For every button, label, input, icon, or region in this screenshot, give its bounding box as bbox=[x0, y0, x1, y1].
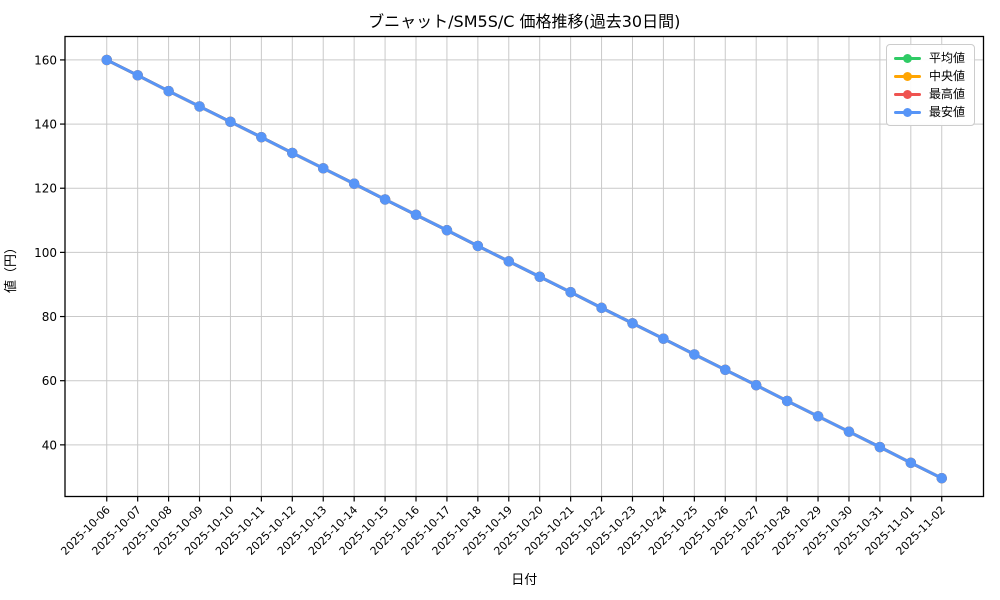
legend-item-min: 最安値 bbox=[894, 103, 965, 121]
legend-item-median: 中央値 bbox=[894, 67, 965, 85]
data-point-min bbox=[812, 411, 824, 422]
legend-item-max: 最高値 bbox=[894, 85, 965, 103]
data-point-min bbox=[225, 116, 236, 128]
legend-line-marker-icon bbox=[894, 89, 921, 99]
data-point-min bbox=[132, 70, 143, 81]
data-point-min bbox=[658, 333, 669, 344]
data-point-min bbox=[194, 101, 205, 112]
data-point-min bbox=[503, 256, 514, 267]
data-point-min bbox=[287, 147, 298, 159]
data-point-min bbox=[256, 132, 267, 143]
y-tick-label: 80 bbox=[42, 310, 57, 324]
series-line-min bbox=[105, 58, 944, 480]
y-tick-label: 40 bbox=[42, 438, 57, 452]
data-point-min bbox=[627, 318, 638, 329]
data-point-min bbox=[410, 209, 422, 221]
y-tick-label: 140 bbox=[34, 118, 57, 132]
data-point-min bbox=[318, 163, 329, 174]
data-point-min bbox=[874, 441, 886, 453]
legend-label: 最高値 bbox=[929, 87, 966, 101]
data-point-min bbox=[472, 240, 484, 252]
x-axis-label: 日付 bbox=[511, 573, 537, 588]
data-point-min bbox=[689, 349, 700, 360]
data-point-min bbox=[596, 302, 607, 314]
data-point-min bbox=[101, 54, 112, 66]
data-point-min bbox=[905, 457, 917, 469]
legend-label: 中央値 bbox=[929, 69, 966, 83]
data-point-min bbox=[379, 194, 391, 205]
legend-item-mean: 平均値 bbox=[894, 49, 965, 67]
data-point-min bbox=[781, 395, 793, 407]
data-point-min bbox=[936, 473, 947, 484]
legend: 平均値中央値最高値最安値 bbox=[886, 44, 976, 126]
data-point-min bbox=[348, 178, 360, 189]
data-point-min bbox=[534, 271, 545, 282]
data-point-min bbox=[843, 426, 855, 437]
data-point-min bbox=[441, 225, 453, 236]
y-tick-label: 100 bbox=[34, 246, 57, 260]
data-point-min bbox=[720, 364, 731, 375]
data-point-min bbox=[163, 85, 174, 97]
legend-line-marker-icon bbox=[894, 107, 921, 117]
y-tick-label: 120 bbox=[34, 182, 57, 196]
chart-title: ブニャット/SM5S/C 価格推移(過去30日間) bbox=[368, 12, 680, 31]
data-point-min bbox=[750, 379, 762, 391]
legend-line-marker-icon bbox=[894, 71, 921, 81]
plot-border bbox=[64, 35, 985, 498]
y-axis-label: 値（円） bbox=[3, 241, 19, 293]
legend-label: 最安値 bbox=[929, 105, 966, 119]
y-tick-label: 160 bbox=[34, 53, 57, 67]
legend-line-marker-icon bbox=[894, 53, 921, 63]
legend-label: 平均値 bbox=[929, 51, 966, 65]
y-tick-label: 60 bbox=[42, 374, 57, 388]
data-point-min bbox=[565, 286, 576, 298]
